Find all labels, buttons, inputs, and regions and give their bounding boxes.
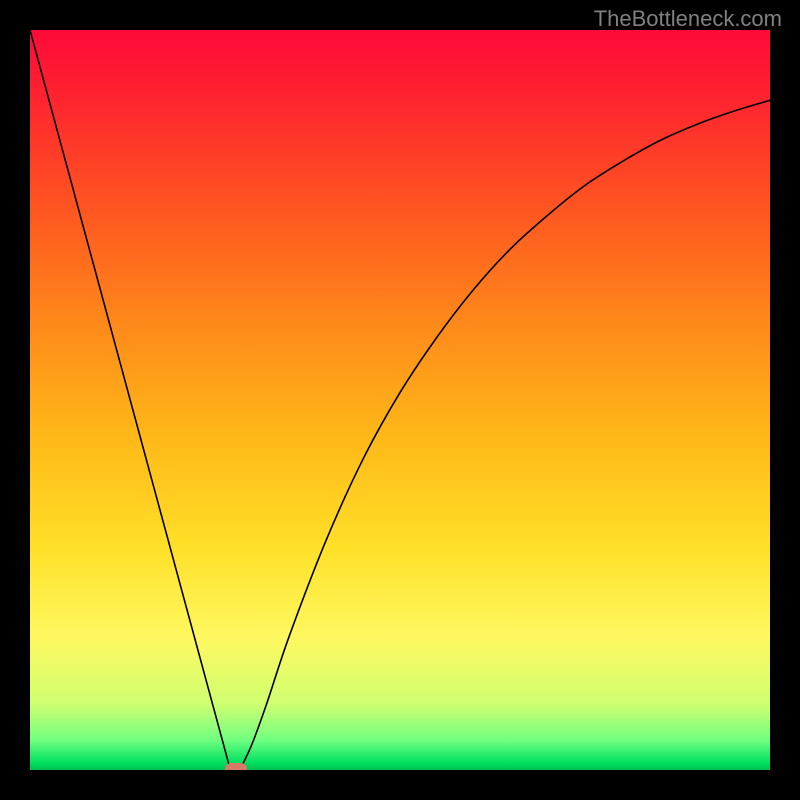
curve-left-branch [30,30,230,768]
chart-frame: TheBottleneck.com [0,0,800,800]
bottleneck-curve [30,30,770,770]
plot-area [30,30,770,770]
optimum-marker [225,763,247,770]
curve-right-branch [241,100,770,767]
watermark-text: TheBottleneck.com [594,6,782,32]
